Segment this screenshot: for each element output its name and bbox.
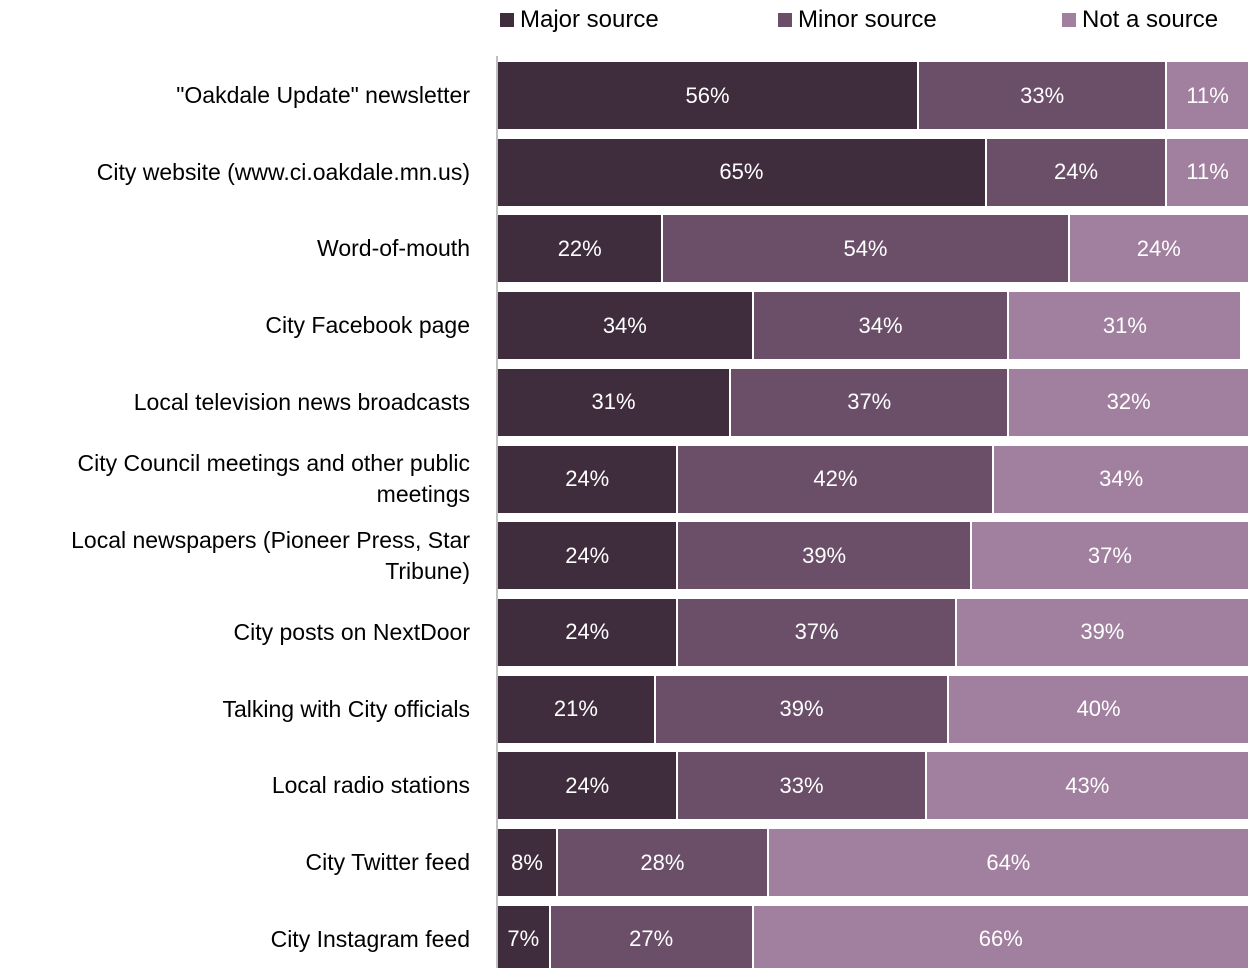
- bar-segment: 42%: [678, 445, 995, 513]
- value-label: 31%: [591, 389, 636, 415]
- bar-segment: 22%: [498, 215, 664, 283]
- legend-swatch: [1062, 13, 1076, 27]
- value-label: 22%: [557, 235, 602, 261]
- bar-segment: 31%: [498, 368, 732, 436]
- bar-segment: 37%: [971, 522, 1250, 590]
- bar-segment: 54%: [663, 215, 1070, 283]
- legend-label: Minor source: [798, 6, 937, 33]
- value-label: 64%: [986, 849, 1031, 875]
- value-label: 42%: [813, 466, 858, 491]
- value-label: 24%: [565, 542, 610, 568]
- value-label: 54%: [843, 235, 888, 261]
- category-label: City Facebook page: [265, 312, 470, 339]
- value-label: 34%: [1099, 466, 1144, 491]
- value-label: 34%: [602, 312, 647, 338]
- value-label: 65%: [719, 159, 764, 185]
- bar-segment: 34%: [994, 445, 1250, 513]
- bar-segment: 8%: [498, 829, 559, 896]
- bar-segment: 39%: [678, 522, 972, 590]
- value-label: 24%: [565, 466, 610, 491]
- value-label: 31%: [1102, 312, 1147, 338]
- category-label: Local television news broadcasts: [133, 388, 470, 415]
- category-label: Local radio stations: [271, 772, 470, 799]
- category-label: "Oakdale Update" newsletter: [176, 82, 470, 108]
- bar-segment: 27%: [550, 905, 754, 968]
- bar-segment: 56%: [498, 62, 920, 129]
- value-label: 8%: [511, 849, 543, 875]
- bar-segment: 34%: [498, 292, 754, 360]
- bar-segment: 24%: [498, 445, 679, 513]
- bar-segment: 24%: [498, 522, 679, 590]
- value-label: 39%: [779, 696, 824, 722]
- value-label: 24%: [565, 772, 610, 798]
- value-label: 24%: [1054, 159, 1099, 185]
- bar-segment: 11%: [1167, 62, 1250, 129]
- legend-item: Not a source: [1062, 6, 1218, 34]
- value-label: 24%: [1136, 235, 1181, 261]
- bar-segment: 28%: [558, 829, 769, 896]
- value-label: 40%: [1076, 696, 1121, 722]
- bar-segment: 33%: [919, 62, 1168, 129]
- legend-item: Major source: [500, 6, 659, 34]
- category-label: Talking with City officials: [222, 695, 470, 722]
- value-label: 39%: [1080, 619, 1125, 645]
- value-label: 21%: [553, 696, 598, 722]
- bar-segment: 24%: [498, 752, 679, 820]
- value-label: 39%: [802, 542, 847, 568]
- category-label: City Instagram feed: [270, 925, 470, 952]
- value-label: 33%: [779, 772, 824, 798]
- bar-segment: 24%: [1069, 215, 1250, 283]
- legend-label: Not a source: [1082, 6, 1219, 33]
- category-label: City Council meetings and other public m…: [77, 450, 470, 507]
- value-label: 28%: [640, 849, 685, 875]
- value-label: 56%: [685, 82, 730, 108]
- legend-swatch: [500, 13, 514, 27]
- bar-segment: 40%: [949, 675, 1250, 743]
- bar-segment: 39%: [956, 598, 1250, 666]
- bar-segment: 37%: [678, 598, 957, 666]
- bar-segment: 43%: [926, 752, 1250, 820]
- value-label: 37%: [1087, 542, 1132, 568]
- bar-segment: 31%: [1009, 292, 1243, 360]
- value-label: 32%: [1106, 389, 1151, 415]
- value-label: 33%: [1020, 82, 1065, 108]
- legend-item: Minor source: [778, 6, 937, 34]
- value-label: 34%: [858, 312, 903, 338]
- bar-segment: 34%: [753, 292, 1010, 360]
- legend-swatch: [778, 13, 792, 27]
- value-label: 24%: [565, 619, 610, 645]
- axis-line: [496, 56, 498, 968]
- bar-segment: 65%: [498, 138, 987, 206]
- bar-segment: 7%: [498, 905, 551, 968]
- value-label: 7%: [507, 926, 540, 952]
- category-label: City Twitter feed: [305, 849, 470, 875]
- bar-segment: 32%: [1009, 368, 1250, 436]
- value-label: 11%: [1186, 82, 1229, 108]
- value-label: 66%: [978, 926, 1023, 952]
- bar-segment: 37%: [731, 368, 1010, 436]
- category-label: City website (www.ci.oakdale.mn.us): [96, 158, 470, 185]
- value-label: 11%: [1186, 159, 1229, 185]
- bar-segment: 64%: [768, 829, 1250, 896]
- value-label: 27%: [629, 926, 674, 952]
- category-label: Local newspapers (Pioneer Press, Star Tr…: [71, 526, 470, 584]
- value-label: 37%: [847, 389, 892, 415]
- category-label: Word-of-mouth: [317, 235, 470, 262]
- value-label: 43%: [1065, 772, 1110, 798]
- bar-segment: 24%: [986, 138, 1168, 206]
- bar-segment: 66%: [753, 905, 1250, 968]
- bar-segment: 11%: [1167, 138, 1250, 206]
- legend-label: Major source: [520, 6, 659, 33]
- bar-segment: 24%: [498, 598, 679, 666]
- bar-segment: 39%: [655, 675, 950, 743]
- bar-segment: 21%: [498, 675, 656, 743]
- category-label: City posts on NextDoor: [233, 618, 470, 645]
- bar-segment: 33%: [678, 752, 927, 820]
- value-label: 37%: [794, 619, 839, 645]
